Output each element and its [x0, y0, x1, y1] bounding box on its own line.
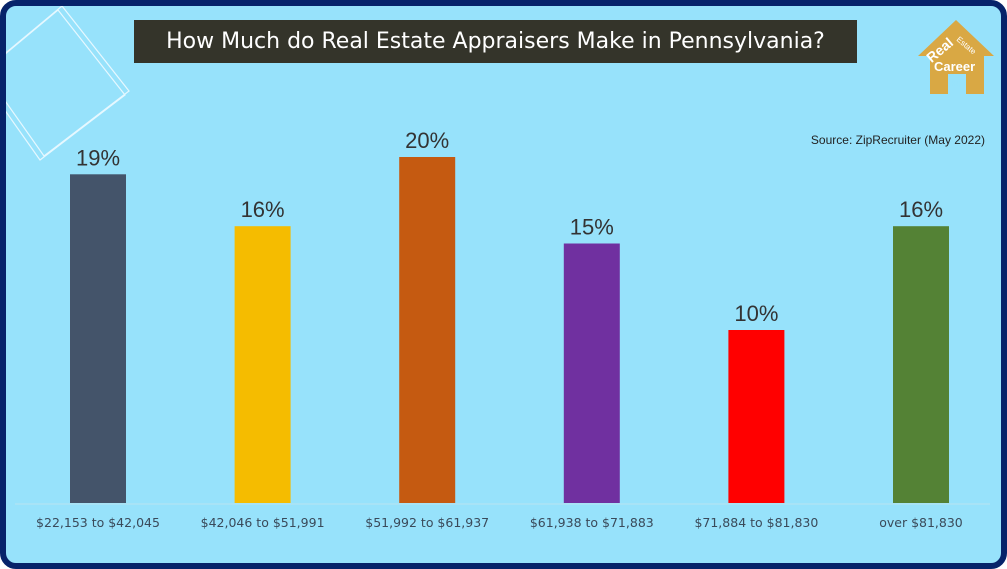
data-label: 15% — [570, 215, 614, 240]
bar — [563, 243, 620, 503]
x-tick-label: over $81,830 — [879, 515, 963, 530]
bar — [399, 157, 456, 503]
x-tick-label: $42,046 to $51,991 — [201, 515, 325, 530]
x-tick-label: $71,884 to $81,830 — [694, 515, 818, 530]
bar — [234, 226, 291, 503]
svg-text:HQ: HQ — [951, 81, 962, 88]
decorative-squares — [6, 6, 130, 161]
x-tick-label: $51,992 to $61,937 — [365, 515, 489, 530]
bar — [893, 226, 949, 503]
data-label: 10% — [734, 301, 778, 326]
source-note: Source: ZipRecruiter (May 2022) — [810, 133, 985, 147]
data-label: 20% — [405, 128, 449, 153]
real-estate-career-hq-logo: Real Estate Career HQ — [918, 20, 994, 94]
data-label: 16% — [899, 197, 943, 222]
svg-text:Career: Career — [934, 59, 975, 74]
x-tick-label: $22,153 to $42,045 — [36, 515, 160, 530]
data-label: 19% — [76, 145, 120, 170]
chart-title: How Much do Real Estate Appraisers Make … — [134, 20, 857, 63]
bar — [70, 174, 126, 504]
data-label: 16% — [241, 197, 285, 222]
bar — [728, 330, 785, 503]
x-tick-label: $61,938 to $71,883 — [530, 515, 654, 530]
